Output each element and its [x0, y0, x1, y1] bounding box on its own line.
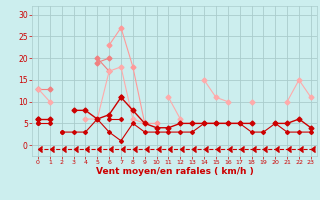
- X-axis label: Vent moyen/en rafales ( km/h ): Vent moyen/en rafales ( km/h ): [96, 167, 253, 176]
